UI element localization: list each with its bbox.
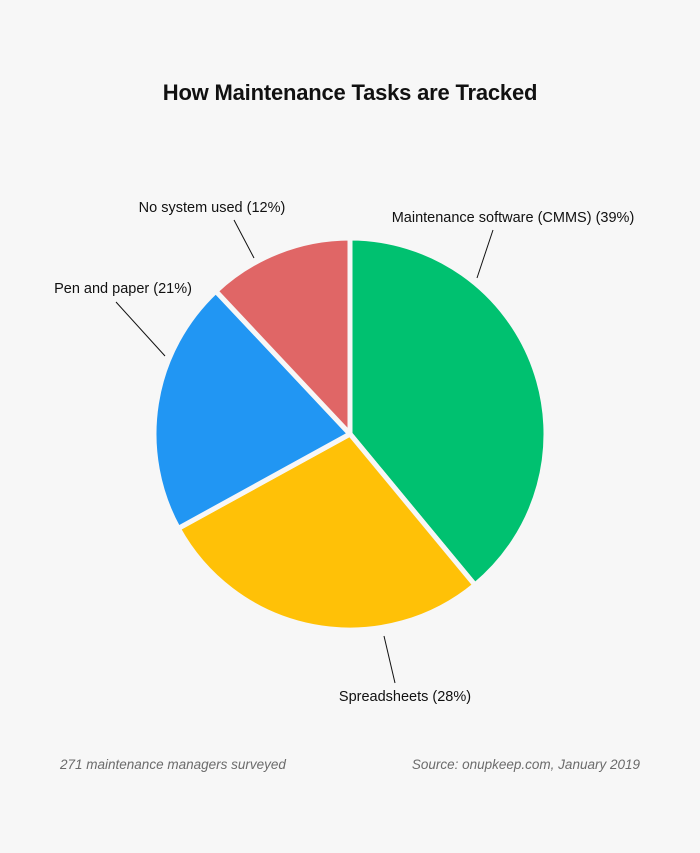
leader-line-0 xyxy=(476,229,494,279)
pie-slice-1 xyxy=(175,431,478,633)
pie-slice-2 xyxy=(151,288,353,531)
chart-title: How Maintenance Tasks are Tracked xyxy=(162,80,538,105)
leader-line-1 xyxy=(383,635,396,684)
slice-labels: Maintenance software (CMMS) (39%) Spreads… xyxy=(54,200,634,705)
pie-slice-3 xyxy=(213,235,353,437)
slice-label-3: No system used (12%) xyxy=(139,200,286,216)
leader-line-3 xyxy=(233,219,255,259)
slice-label-1: Spreadsheets (28%) xyxy=(339,689,471,705)
pie-slice-0 xyxy=(347,235,549,588)
slice-label-2: Pen and paper (21%) xyxy=(54,281,192,297)
survey-note: 271 maintenance managers surveyed xyxy=(60,757,286,772)
source-note: Source: onupkeep.com, January 2019 xyxy=(411,757,640,772)
leader-lines xyxy=(115,219,494,684)
pie-slices xyxy=(151,235,549,633)
slice-label-0: Maintenance software (CMMS) (39%) xyxy=(392,210,635,226)
leader-line-2 xyxy=(115,301,166,357)
